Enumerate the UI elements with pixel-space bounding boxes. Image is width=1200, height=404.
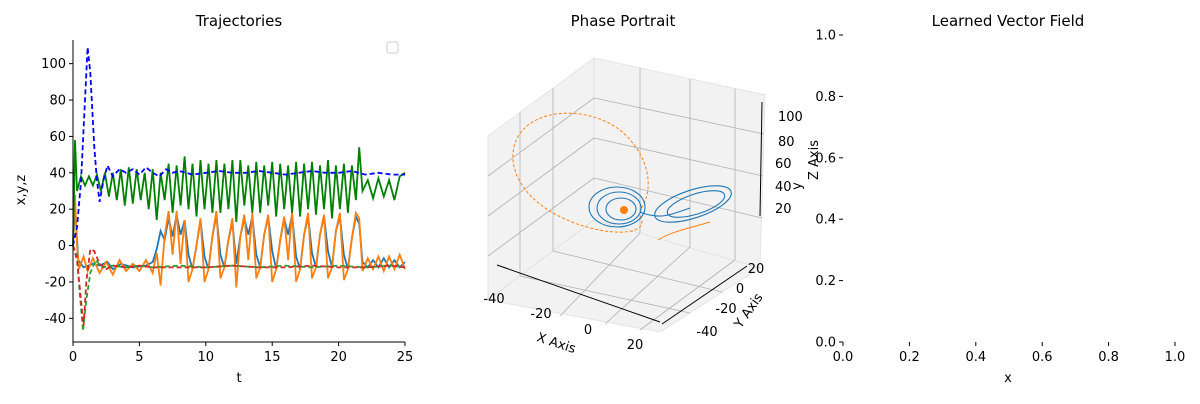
vector-field-title: Learned Vector Field (932, 12, 1085, 30)
vector-field-ytick-0: 0.0 (815, 336, 836, 351)
trajectories-ytick-6: 80 (49, 94, 66, 109)
phase-ztick-0: 20 (775, 202, 792, 217)
vector-field-ytick-5: 1.0 (815, 29, 836, 44)
trajectories-series-group (72, 47, 406, 332)
phase-y-axis (661, 265, 748, 325)
trajectories-xtick-2: 10 (198, 350, 215, 365)
trajectories-xtick-0: 0 (69, 350, 77, 365)
phase-series-dashed (512, 112, 649, 233)
vector-field-xtick-1: 0.2 (899, 350, 920, 365)
trajectories-ytick-7: 100 (41, 57, 66, 72)
attractor-lobe-left-inner (596, 191, 642, 225)
trajectories-legend-box (386, 41, 399, 54)
trajectory-series-2 (72, 140, 406, 246)
trajectories-xtick-5: 25 (397, 350, 414, 365)
attractor-orange-tail (657, 221, 711, 241)
phase-portrait-title: Phase Portrait (571, 12, 676, 30)
trajectories-ticks-group: 0 5 10 15 20 25 -40 -20 0 20 40 60 80 100 (41, 57, 413, 365)
trajectories-ytick-4: 40 (49, 166, 66, 181)
trajectories-xtick-1: 5 (135, 350, 143, 365)
pane-grid (487, 68, 765, 331)
vector-field-xtick-5: 1.0 (1165, 350, 1186, 365)
trajectories-ytick-1: -20 (45, 275, 66, 290)
attractor-lobe-left (588, 186, 646, 228)
phase-xtick-1: -20 (530, 307, 551, 322)
phase-zlabel: Z Axis (807, 140, 822, 180)
vector-field-chart: Learned Vector Field 0.0 0.2 0.4 0.6 0.8 1.00… (815, 12, 1185, 386)
phase-extra-label: y (790, 182, 805, 190)
phase-portrait-chart: Phase Portrait (483, 12, 822, 357)
trajectories-xtick-4: 20 (330, 350, 347, 365)
phase-trace-transient (512, 112, 649, 233)
vector-field-xtick-4: 0.8 (1098, 350, 1119, 365)
trajectories-ytick-0: -40 (45, 312, 66, 327)
attractor-lobe-left-core (605, 197, 637, 221)
phase-ytick-0: -40 (696, 325, 717, 340)
trajectories-xlabel: t (236, 371, 241, 386)
vector-field-ytick-4: 0.8 (815, 90, 836, 105)
phase-ztick-4: 100 (778, 110, 803, 125)
phase-ztick-3: 80 (778, 135, 795, 150)
phase-xtick-0: -40 (483, 292, 504, 307)
vector-field-xtick-2: 0.4 (965, 350, 986, 365)
vector-field-xlabel: x (1004, 371, 1012, 386)
phase-xtick-2: 0 (584, 323, 592, 338)
vector-field-ytick-3: 0.6 (815, 151, 836, 166)
vector-field-ytick-2: 0.4 (815, 213, 836, 228)
trajectories-xtick-3: 15 (264, 350, 281, 365)
attractor-lobe-right-inner (666, 190, 726, 218)
vector-field-xtick-3: 0.6 (1032, 350, 1053, 365)
phase-ytick-1: -20 (715, 302, 736, 317)
attractor-bridge (639, 207, 691, 217)
trajectories-title: Trajectories (195, 12, 283, 30)
trajectory-series-5 (72, 245, 406, 326)
vector-field-ytick-1: 0.2 (815, 274, 836, 289)
attractor-start-cluster (620, 206, 628, 214)
phase-ytick-3: 20 (748, 262, 765, 277)
trajectories-ytick-5: 60 (49, 130, 66, 145)
phase-z-axis (759, 101, 763, 217)
trajectory-series-1 (72, 194, 406, 288)
phase-trace-attractor (588, 185, 732, 241)
vector-field-ticks-group: 0.0 0.2 0.4 0.6 0.8 1.0 0.0 0.2 0.4 0.6 0.8 1.0 (815, 29, 1185, 366)
vector-field-xtick-0: 0.0 (833, 350, 854, 365)
trajectories-ytick-3: 20 (49, 203, 66, 218)
trajectories-chart: Trajectories 0 5 10 15 20 25 -40 -20 0 20 40 60 80 10… (14, 12, 413, 386)
trajectory-series-3 (72, 47, 405, 246)
phase-xtick-3: 20 (627, 338, 644, 353)
trajectories-ylabel: x,y,z (14, 175, 29, 206)
trajectories-ytick-2: 0 (58, 239, 66, 254)
phase-ytick-2: 0 (736, 282, 744, 297)
phase-x-axis (496, 264, 661, 323)
phase-ztick-2: 60 (775, 157, 792, 172)
phase-xlabel: X Axis (535, 330, 578, 357)
phase-ztick-1: 40 (775, 180, 792, 195)
